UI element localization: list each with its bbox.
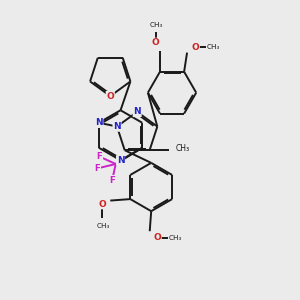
Text: N: N: [113, 122, 121, 131]
Text: O: O: [153, 233, 161, 242]
Text: O: O: [191, 43, 199, 52]
Text: CH₃: CH₃: [96, 223, 110, 229]
Text: F: F: [97, 152, 102, 161]
Text: O: O: [152, 38, 159, 47]
Text: CH₃: CH₃: [207, 44, 220, 50]
Text: F: F: [94, 164, 100, 173]
Text: O: O: [98, 200, 106, 208]
Text: N: N: [95, 118, 103, 127]
Text: CH₃: CH₃: [176, 144, 190, 153]
Text: N: N: [117, 156, 124, 165]
Text: CH₃: CH₃: [150, 22, 163, 28]
Text: N: N: [133, 107, 141, 116]
Text: O: O: [106, 92, 114, 100]
Text: F: F: [109, 176, 115, 185]
Text: CH₃: CH₃: [169, 235, 182, 241]
